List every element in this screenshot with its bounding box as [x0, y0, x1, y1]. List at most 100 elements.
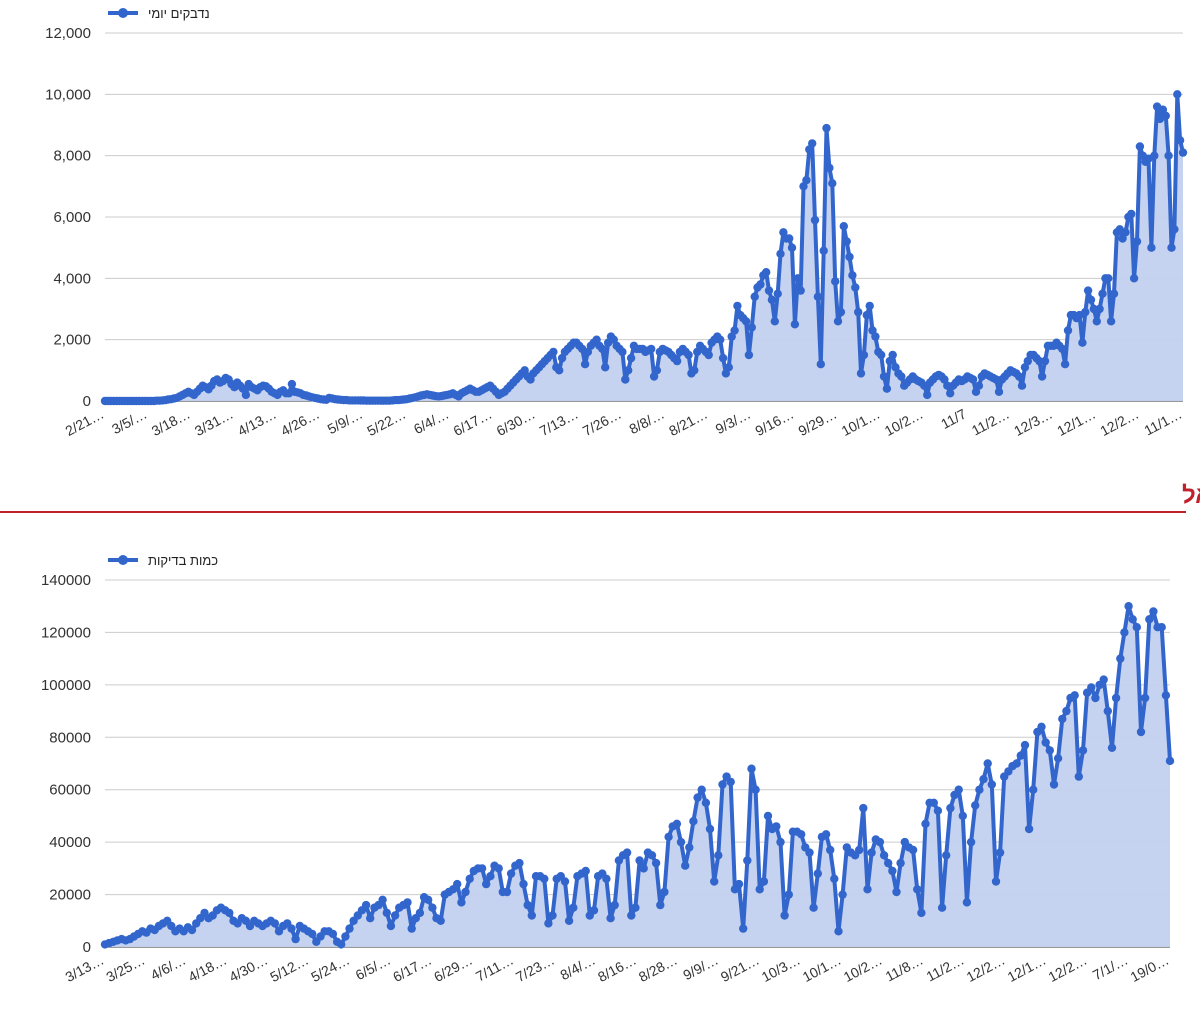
data-point[interactable]	[848, 271, 857, 280]
data-point[interactable]	[1124, 602, 1133, 611]
data-point[interactable]	[523, 900, 532, 910]
data-point[interactable]	[831, 277, 840, 286]
data-point[interactable]	[747, 764, 756, 773]
data-point[interactable]	[867, 848, 876, 857]
data-point[interactable]	[519, 879, 528, 889]
data-point[interactable]	[602, 874, 611, 883]
data-point[interactable]	[287, 924, 296, 933]
data-point[interactable]	[1029, 785, 1038, 794]
data-point[interactable]	[589, 906, 599, 915]
data-point[interactable]	[225, 908, 234, 918]
data-point[interactable]	[697, 785, 706, 794]
data-point[interactable]	[962, 898, 972, 907]
data-point[interactable]	[701, 798, 711, 807]
data-point[interactable]	[908, 845, 918, 855]
data-point[interactable]	[241, 390, 251, 400]
data-point[interactable]	[1017, 381, 1027, 390]
data-point[interactable]	[672, 356, 682, 366]
data-point[interactable]	[1086, 295, 1096, 304]
data-point[interactable]	[994, 387, 1004, 396]
data-point[interactable]	[942, 851, 951, 860]
data-point[interactable]	[739, 924, 748, 933]
data-point[interactable]	[875, 837, 885, 847]
data-point[interactable]	[966, 837, 976, 847]
data-point[interactable]	[825, 163, 834, 173]
data-point[interactable]	[790, 320, 800, 329]
data-point[interactable]	[747, 323, 756, 332]
data-point[interactable]	[477, 864, 487, 873]
data-point[interactable]	[1164, 151, 1173, 160]
data-point[interactable]	[1104, 274, 1113, 283]
data-point[interactable]	[1092, 317, 1102, 326]
data-point[interactable]	[855, 845, 864, 855]
data-point[interactable]	[337, 940, 346, 949]
data-point[interactable]	[390, 911, 400, 920]
data-point[interactable]	[842, 237, 851, 246]
data-point[interactable]	[773, 289, 782, 298]
data-point[interactable]	[1161, 111, 1171, 121]
data-point[interactable]	[759, 877, 769, 886]
data-point[interactable]	[762, 268, 771, 277]
data-point[interactable]	[871, 332, 880, 341]
data-point[interactable]	[813, 869, 822, 878]
data-point[interactable]	[913, 885, 922, 894]
data-point[interactable]	[1070, 691, 1079, 700]
data-point[interactable]	[787, 243, 797, 252]
data-point[interactable]	[681, 861, 690, 870]
data-point[interactable]	[724, 363, 733, 372]
data-point[interactable]	[656, 900, 665, 910]
data-point[interactable]	[1078, 338, 1087, 347]
data-point[interactable]	[923, 390, 932, 400]
data-point[interactable]	[826, 845, 835, 855]
data-point[interactable]	[1040, 356, 1050, 366]
data-point[interactable]	[851, 283, 860, 292]
data-point[interactable]	[822, 123, 831, 133]
data-point[interactable]	[624, 366, 633, 375]
data-point[interactable]	[797, 830, 806, 839]
data-point[interactable]	[750, 292, 759, 301]
data-point[interactable]	[1107, 743, 1117, 752]
data-point[interactable]	[291, 934, 300, 944]
data-point[interactable]	[684, 350, 693, 360]
data-point[interactable]	[770, 317, 779, 326]
data-point[interactable]	[856, 369, 866, 378]
data-point[interactable]	[877, 350, 886, 360]
data-point[interactable]	[859, 350, 869, 360]
data-point[interactable]	[991, 375, 1001, 384]
data-point[interactable]	[1016, 751, 1025, 760]
data-point[interactable]	[328, 929, 338, 939]
data-point[interactable]	[730, 326, 739, 335]
data-point[interactable]	[1135, 142, 1145, 151]
data-point[interactable]	[341, 932, 350, 941]
daily-tests-legend[interactable]: כמות בדיקות	[108, 553, 218, 568]
data-point[interactable]	[813, 292, 823, 301]
data-point[interactable]	[705, 824, 715, 834]
data-point[interactable]	[1058, 714, 1067, 724]
data-point[interactable]	[1157, 623, 1166, 632]
data-point[interactable]	[1128, 615, 1137, 624]
data-point[interactable]	[1062, 706, 1071, 716]
data-point[interactable]	[1106, 317, 1116, 326]
data-point[interactable]	[1037, 372, 1047, 381]
data-point[interactable]	[407, 924, 416, 933]
data-point[interactable]	[622, 848, 632, 857]
data-point[interactable]	[580, 360, 590, 369]
data-point[interactable]	[1014, 372, 1024, 381]
data-point[interactable]	[776, 249, 785, 258]
data-point[interactable]	[685, 843, 694, 852]
data-point[interactable]	[888, 350, 897, 360]
data-point[interactable]	[1041, 738, 1050, 747]
data-point[interactable]	[1099, 675, 1108, 684]
data-point[interactable]	[1149, 607, 1158, 616]
data-point[interactable]	[482, 879, 491, 889]
data-point[interactable]	[1175, 136, 1185, 145]
data-point[interactable]	[664, 832, 673, 842]
data-point[interactable]	[983, 759, 992, 768]
data-point[interactable]	[378, 895, 387, 904]
data-point[interactable]	[802, 176, 811, 185]
data-point[interactable]	[958, 811, 967, 821]
data-point[interactable]	[808, 139, 817, 148]
data-point[interactable]	[839, 222, 848, 231]
data-point[interactable]	[763, 811, 773, 821]
data-point[interactable]	[1165, 756, 1175, 766]
